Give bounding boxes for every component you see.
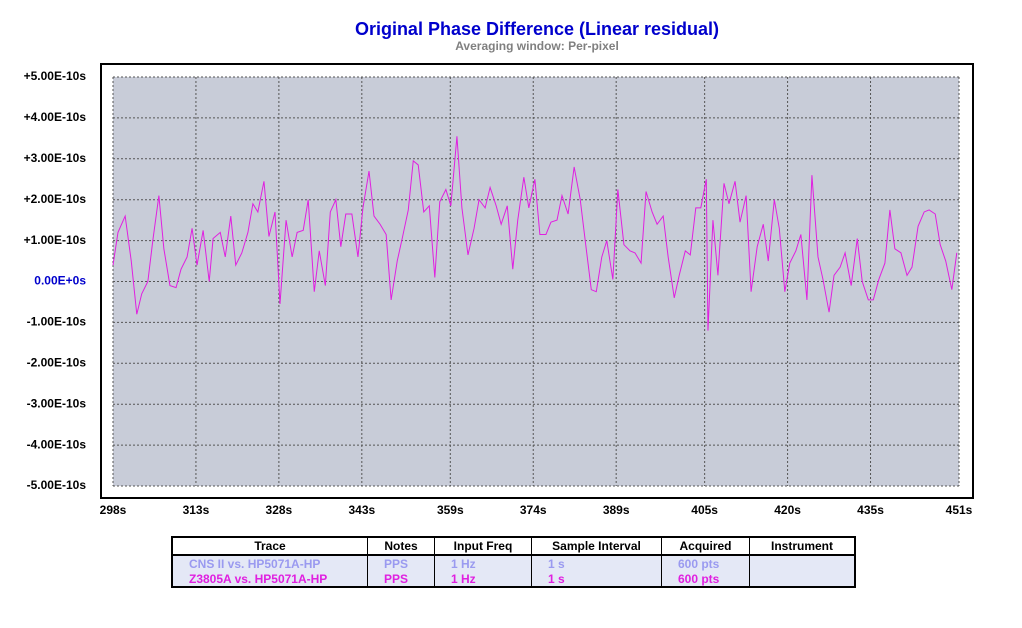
chart-subtitle: Averaging window: Per-pixel [455, 39, 619, 53]
table-row: CNS II vs. HP5071A-HP PPS 1 Hz 1 s 600 pts [171, 555, 855, 571]
x-tick-label: 451s [946, 503, 973, 517]
x-tick-label: 405s [691, 503, 718, 517]
y-tick-label: +4.00E-10s [24, 110, 87, 124]
x-tick-label: 343s [348, 503, 375, 517]
table-cell: 1 s [531, 555, 662, 571]
table-cell: 600 pts [661, 555, 750, 571]
table-cell: PPS [367, 571, 435, 587]
table-cell [749, 555, 855, 571]
table-cell: 1 s [531, 571, 662, 587]
x-tick-label: 374s [520, 503, 547, 517]
x-tick-label: 359s [437, 503, 464, 517]
table-cell [749, 571, 855, 587]
column-header: Trace [171, 537, 368, 556]
table-cell: 600 pts [661, 571, 750, 587]
legend-table: Trace Notes Input Freq Sample Interval Acqui… [171, 536, 856, 588]
y-tick-label: 0.00E+0s [34, 274, 86, 288]
column-header: Instrument [749, 537, 855, 556]
y-tick-label: +3.00E-10s [24, 151, 87, 165]
table-cell: Z3805A vs. HP5071A-HP [171, 571, 368, 587]
y-tick-label: -5.00E-10s [27, 478, 87, 492]
x-tick-label: 435s [857, 503, 884, 517]
y-tick-label: -2.00E-10s [27, 355, 87, 369]
x-tick-label: 420s [774, 503, 801, 517]
column-header: Sample Interval [531, 537, 662, 556]
table-cell: CNS II vs. HP5071A-HP [171, 555, 368, 571]
plot-area [113, 77, 959, 486]
y-tick-label: -4.00E-10s [27, 437, 87, 451]
x-tick-label: 298s [100, 503, 127, 517]
x-tick-label: 313s [183, 503, 210, 517]
header-row: Trace Notes Input Freq Sample Interval Acqui… [171, 537, 855, 556]
chart: Original Phase Difference (Linear residu… [24, 19, 974, 517]
column-header: Notes [367, 537, 435, 556]
table-cell: 1 Hz [434, 571, 532, 587]
table-row: Z3805A vs. HP5071A-HP PPS 1 Hz 1 s 600 pts [171, 571, 855, 587]
y-tick-label: -3.00E-10s [27, 396, 87, 410]
data-line [112, 136, 958, 331]
column-header: Acquired [661, 537, 750, 556]
y-tick-label: +1.00E-10s [24, 233, 87, 247]
y-tick-label: +2.00E-10s [24, 192, 87, 206]
table-cell: PPS [367, 555, 435, 571]
table-cell: 1 Hz [434, 555, 532, 571]
x-tick-label: 389s [603, 503, 630, 517]
chart-title: Original Phase Difference (Linear residu… [355, 19, 719, 39]
x-tick-label: 328s [266, 503, 293, 517]
y-tick-label: +5.00E-10s [24, 69, 87, 83]
column-header: Input Freq [434, 537, 532, 556]
y-tick-label: -1.00E-10s [27, 315, 87, 329]
